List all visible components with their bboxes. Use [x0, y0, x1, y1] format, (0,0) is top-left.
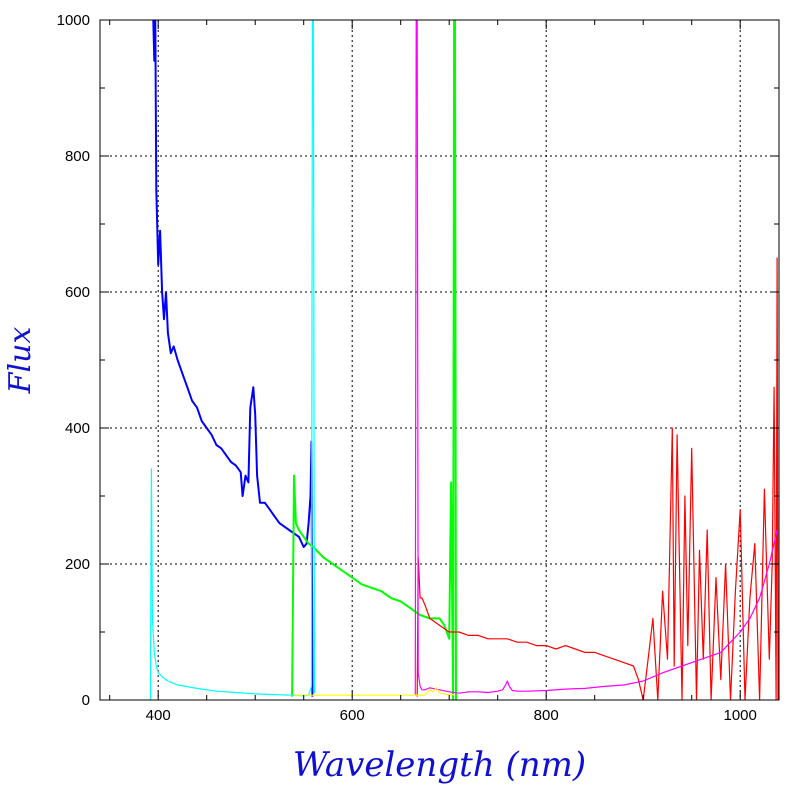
- plot-series: [149, 20, 779, 700]
- y-tick-label: 800: [65, 148, 90, 165]
- series-line-2: [291, 20, 457, 700]
- y-tick-label: 1000: [57, 12, 90, 29]
- x-tick-label: 1000: [724, 707, 757, 724]
- x-tick-label: 800: [534, 707, 559, 724]
- series-line-3: [416, 257, 779, 700]
- y-tick-label: 0: [82, 692, 90, 709]
- x-axis-title: Wavelength (nm): [293, 745, 586, 785]
- x-tick-label: 400: [146, 707, 171, 724]
- tick-labels: 400 600 800 1000 0 200 400 600 800 1000: [57, 12, 757, 724]
- series-line-5: [414, 20, 778, 695]
- series-line-4: [149, 20, 315, 700]
- series-line-1: [152, 20, 314, 697]
- axis-ticks: [100, 19, 779, 701]
- series-line-6: [294, 687, 455, 696]
- y-axis-title: Flux: [3, 327, 38, 395]
- y-tick-label: 200: [65, 556, 90, 573]
- y-tick-label: 600: [65, 284, 90, 301]
- y-tick-label: 400: [65, 420, 90, 437]
- x-tick-label: 600: [340, 707, 365, 724]
